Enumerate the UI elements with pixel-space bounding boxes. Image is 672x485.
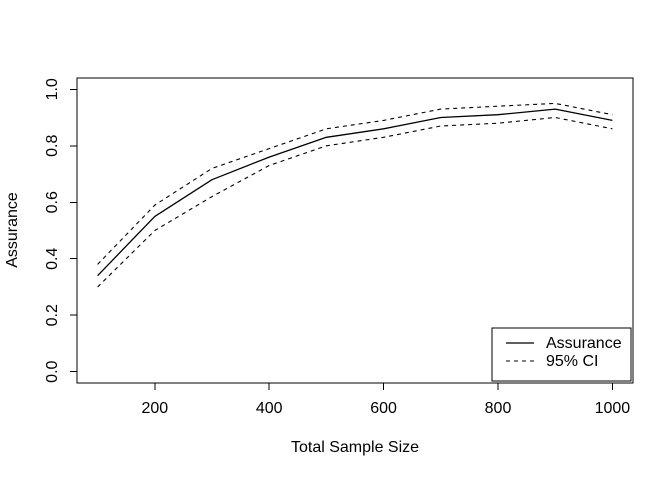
y-tick-label: 0.2 xyxy=(44,304,61,326)
y-tick-label: 0.4 xyxy=(44,248,61,270)
x-tick-label: 600 xyxy=(370,400,397,417)
legend-border xyxy=(491,327,632,382)
legend-label-ci: 95% CI xyxy=(546,353,598,370)
y-axis: 0.0 0.2 0.4 0.6 0.8 1.0 xyxy=(44,78,77,383)
y-tick-label: 1.0 xyxy=(44,78,61,100)
x-tick-label: 400 xyxy=(256,400,283,417)
plot-area-border xyxy=(76,77,634,384)
x-tick-label: 800 xyxy=(485,400,512,417)
legend: Assurance 95% CI xyxy=(491,327,632,382)
x-axis-label: Total Sample Size xyxy=(291,439,419,456)
legend-label-assurance: Assurance xyxy=(546,335,622,352)
x-tick-label: 1000 xyxy=(595,400,631,417)
series-line-95-ci-lower xyxy=(97,116,613,288)
x-axis: 200 400 600 800 1000 xyxy=(141,383,630,417)
legend-line-samples xyxy=(506,342,534,362)
series-line-assurance xyxy=(97,108,613,277)
y-axis-label: Assurance xyxy=(4,192,21,268)
y-tick-label: 0.6 xyxy=(44,191,61,213)
series-line-95-ci-upper xyxy=(97,102,613,265)
x-tick-label: 200 xyxy=(141,400,168,417)
y-tick-label: 0.8 xyxy=(44,135,61,157)
y-tick-label: 0.0 xyxy=(44,360,61,382)
series-lines xyxy=(97,102,613,288)
